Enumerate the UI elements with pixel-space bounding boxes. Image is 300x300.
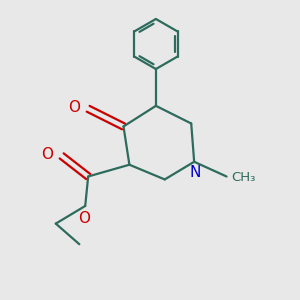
Text: CH₃: CH₃	[231, 172, 255, 184]
Text: O: O	[41, 147, 53, 162]
Text: O: O	[78, 211, 90, 226]
Text: N: N	[190, 165, 201, 180]
Text: O: O	[68, 100, 80, 115]
